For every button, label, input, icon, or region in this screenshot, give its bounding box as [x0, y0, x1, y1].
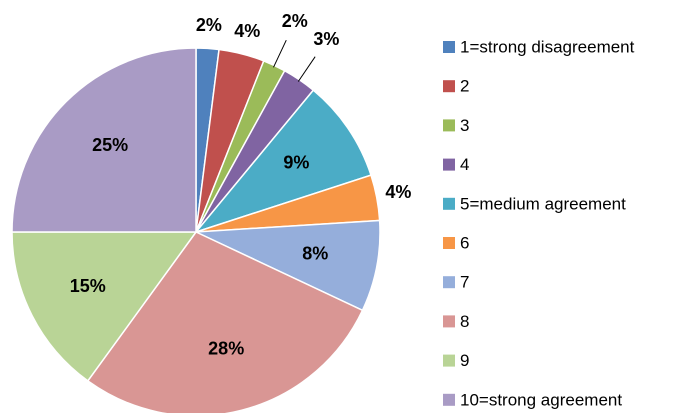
legend-swatch — [443, 237, 455, 249]
legend-label: 3 — [460, 116, 469, 135]
data-label: 2% — [282, 11, 308, 31]
legend-swatch — [443, 197, 455, 210]
legend-label: 1=strong disagreement — [460, 37, 635, 56]
legend-swatch — [443, 393, 455, 406]
data-label: 9% — [283, 152, 309, 172]
data-label: 2% — [196, 15, 222, 35]
legend-label: 7 — [460, 273, 469, 292]
leader-line — [273, 39, 287, 68]
data-label: 15% — [70, 276, 106, 296]
pie-slice — [193, 89, 372, 234]
data-label: 3% — [313, 29, 339, 49]
leader-line — [297, 56, 316, 82]
data-label: 25% — [92, 135, 128, 155]
pie-slice — [195, 219, 381, 312]
legend-swatch — [443, 276, 455, 289]
legend-swatch — [443, 158, 455, 171]
legend-label: 10=strong agreement — [460, 390, 622, 409]
data-label: 8% — [302, 244, 328, 264]
legend-label: 5=medium agreement — [460, 194, 626, 213]
legend-swatch — [443, 354, 455, 367]
legend-swatch — [443, 80, 455, 93]
pie-slice — [11, 231, 198, 382]
pie-slice — [86, 231, 364, 413]
legend-swatch — [443, 119, 455, 132]
legend-swatch — [443, 315, 455, 328]
legend-label: 8 — [460, 312, 469, 331]
legend-label: 2 — [460, 77, 469, 96]
data-label: 4% — [385, 182, 411, 202]
legend-label: 9 — [460, 351, 469, 370]
data-label: 28% — [208, 338, 244, 358]
data-label: 4% — [234, 21, 260, 41]
legend-label: 4 — [460, 155, 469, 174]
legend-swatch — [443, 41, 455, 53]
pie-slice — [11, 47, 197, 233]
legend-label: 6 — [460, 233, 469, 252]
